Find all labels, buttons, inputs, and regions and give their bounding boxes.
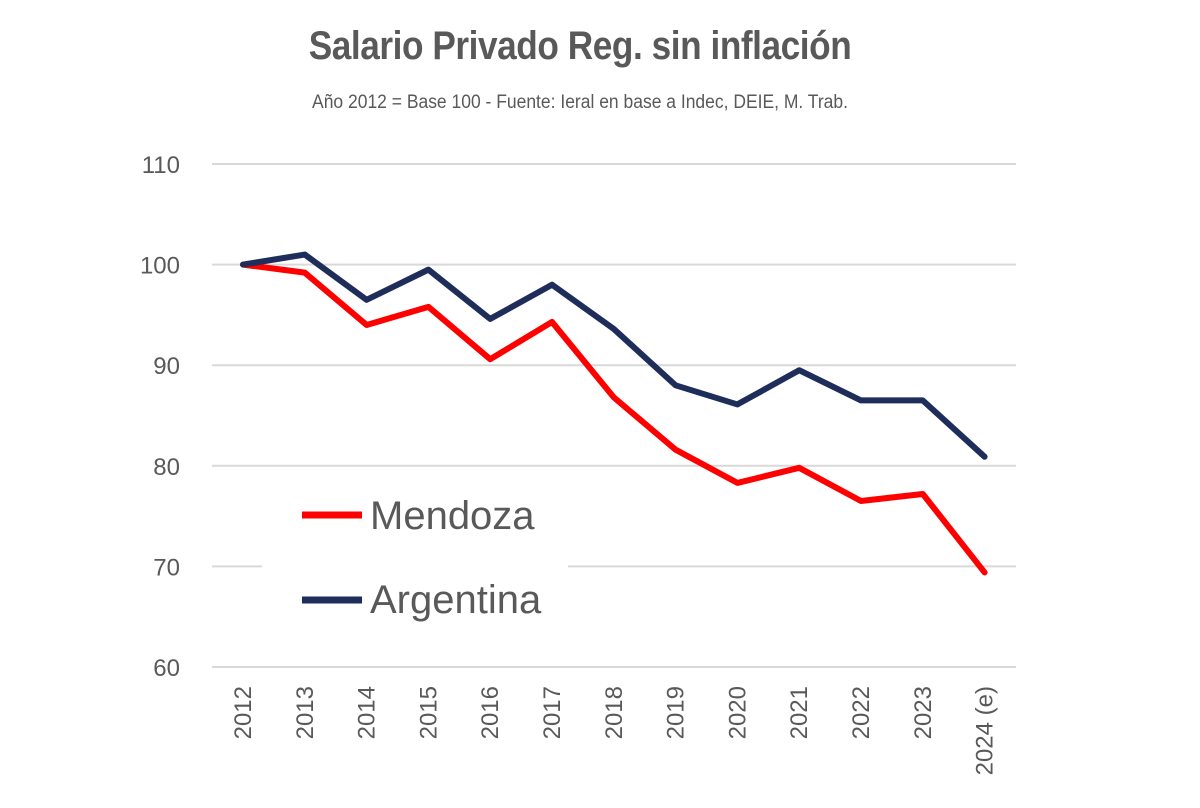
y-tick-label: 80: [153, 454, 180, 481]
x-tick-label: 2015: [415, 686, 442, 739]
y-tick-label: 110: [142, 152, 180, 179]
series-lines: [240, 251, 988, 576]
y-axis-ticks: 60 70 80 90 100 110: [140, 152, 180, 682]
y-tick-label: 70: [153, 554, 180, 581]
chart-title: Salario Privado Reg. sin inflación: [308, 24, 852, 68]
x-tick-label: 2023: [910, 686, 937, 739]
y-tick-label: 60: [153, 655, 180, 682]
gridlines: [212, 163, 1016, 668]
x-tick-label: 2017: [539, 686, 566, 739]
legend-background: [262, 486, 568, 632]
x-axis-ticks: 2012 2013 2014 2015 2016 2017 2018 2019 2020 2021…: [230, 686, 999, 775]
x-tick-label: 2024 (e): [972, 686, 999, 775]
chart-subtitle: Año 2012 = Base 100 - Fuente: Ieral en b…: [312, 92, 848, 113]
x-tick-label: 2012: [230, 686, 257, 739]
x-tick-label: 2018: [601, 686, 628, 739]
y-tick-label: 90: [153, 353, 180, 380]
x-tick-label: 2016: [477, 686, 504, 739]
x-tick-label: 2021: [786, 686, 813, 739]
legend: Mendoza Argentina: [262, 486, 568, 632]
legend-label-argentina: Argentina: [370, 578, 542, 622]
y-tick-label: 100: [140, 253, 180, 280]
x-tick-label: 2013: [292, 686, 319, 739]
series-line-argentina: [240, 251, 988, 460]
x-tick-label: 2014: [354, 686, 381, 739]
x-tick-label: 2022: [848, 686, 875, 739]
x-tick-label: 2019: [663, 686, 690, 739]
legend-label-mendoza: Mendoza: [370, 494, 535, 538]
x-tick-label: 2020: [724, 686, 751, 739]
